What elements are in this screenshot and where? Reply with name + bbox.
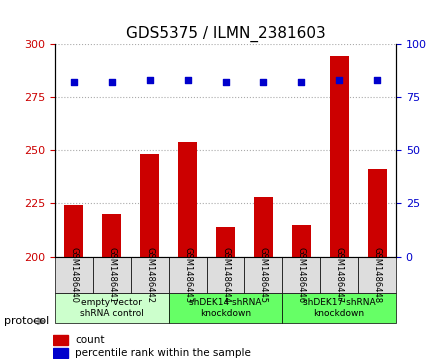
FancyBboxPatch shape [320, 257, 358, 293]
FancyBboxPatch shape [131, 257, 169, 293]
FancyBboxPatch shape [206, 257, 245, 293]
Text: GSM1486440: GSM1486440 [70, 247, 78, 303]
Text: empty vector
shRNA control: empty vector shRNA control [80, 298, 144, 318]
Text: GSM1486448: GSM1486448 [373, 247, 381, 303]
Bar [103, 214, 121, 363]
Bar [216, 227, 235, 363]
Bar [53, 335, 68, 346]
FancyBboxPatch shape [358, 257, 396, 293]
Text: GSM1486444: GSM1486444 [221, 247, 230, 303]
FancyBboxPatch shape [93, 257, 131, 293]
Point [184, 77, 191, 83]
FancyBboxPatch shape [55, 293, 169, 323]
Text: count: count [75, 335, 105, 345]
Bar [367, 169, 386, 363]
Bar [254, 197, 273, 363]
Point [222, 79, 229, 85]
Point [108, 79, 115, 85]
Bar [178, 142, 197, 363]
Text: GSM1486447: GSM1486447 [335, 247, 344, 303]
Point [298, 79, 305, 85]
FancyBboxPatch shape [169, 293, 282, 323]
Point [70, 79, 77, 85]
Bar [140, 154, 159, 363]
FancyBboxPatch shape [55, 257, 93, 293]
FancyBboxPatch shape [245, 257, 282, 293]
Text: GSM1486443: GSM1486443 [183, 247, 192, 303]
Text: GSM1486446: GSM1486446 [297, 247, 306, 303]
FancyBboxPatch shape [282, 293, 396, 323]
Text: protocol: protocol [4, 316, 50, 326]
Text: GSM1486442: GSM1486442 [145, 247, 154, 303]
Point [374, 77, 381, 83]
Title: GDS5375 / ILMN_2381603: GDS5375 / ILMN_2381603 [126, 26, 325, 42]
Bar [292, 225, 311, 363]
Text: shDEK17 shRNA
knockdown: shDEK17 shRNA knockdown [303, 298, 375, 318]
Bar [330, 56, 348, 363]
Point [336, 77, 343, 83]
Bar [53, 348, 68, 358]
FancyBboxPatch shape [169, 257, 206, 293]
Text: percentile rank within the sample: percentile rank within the sample [75, 348, 251, 358]
Bar [65, 205, 84, 363]
Text: shDEK14 shRNA
knockdown: shDEK14 shRNA knockdown [189, 298, 262, 318]
FancyBboxPatch shape [282, 257, 320, 293]
Point [260, 79, 267, 85]
Text: GSM1486445: GSM1486445 [259, 247, 268, 303]
Point [146, 77, 153, 83]
Text: GSM1486441: GSM1486441 [107, 247, 116, 303]
